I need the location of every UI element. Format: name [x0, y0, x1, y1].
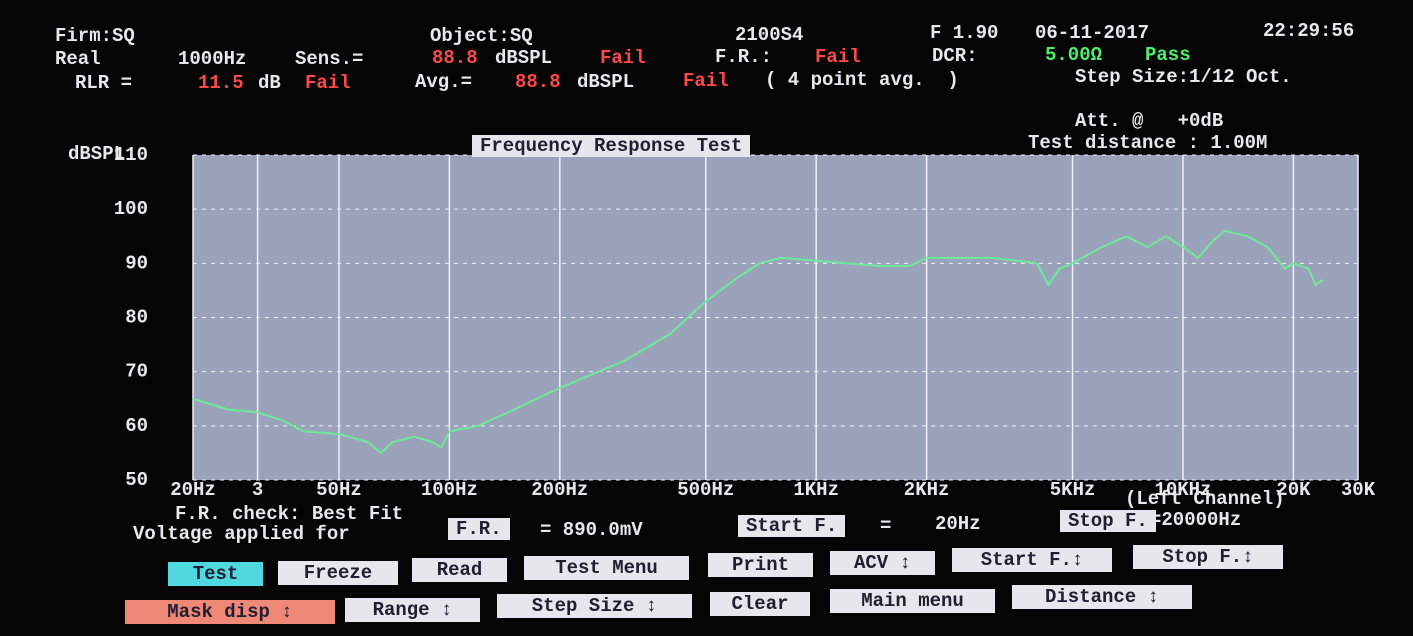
button[interactable]: Range ↕ [345, 598, 480, 622]
avg-label: Avg.= [415, 71, 472, 93]
y-tick-label: 70 [125, 361, 148, 383]
y-axis-label: dBSPL [68, 143, 125, 165]
button[interactable]: Step Size ↕ [497, 594, 692, 618]
y-tick-label: 50 [125, 469, 148, 491]
start-eq: = [880, 515, 891, 537]
button[interactable]: Stop F.↕ [1133, 545, 1283, 569]
sens-label: Sens.= [295, 48, 363, 70]
stop-value: =20000Hz [1150, 509, 1241, 531]
avg-result: Fail [683, 70, 729, 92]
x-tick-label: 5KHz [1050, 479, 1096, 501]
button[interactable]: Start F.↕ [952, 548, 1112, 572]
start-value: 20Hz [935, 513, 981, 535]
button[interactable]: Main menu [830, 589, 995, 613]
stop-button[interactable]: Stop F. [1060, 510, 1156, 532]
avg-value: 88.8 [515, 71, 561, 93]
button[interactable]: Print [708, 553, 813, 577]
fr-check: F.R. check: Best Fit [175, 503, 403, 525]
button[interactable]: Distance ↕ [1012, 585, 1192, 609]
voltage-label: Voltage applied for [133, 523, 350, 545]
date: 06-11-2017 [1035, 22, 1149, 44]
y-tick-label: 60 [125, 415, 148, 437]
fr-result: Fail [815, 46, 861, 68]
screen: 506070809010011020Hz350Hz100Hz200Hz500Hz… [0, 0, 1413, 636]
rlr-result: Fail [305, 72, 351, 94]
x-tick-label: 20Hz [170, 479, 216, 501]
x-tick-label: 500Hz [677, 479, 734, 501]
y-tick-label: 90 [125, 252, 148, 274]
object: Object:SQ [430, 25, 533, 47]
attenuation: Att. @ +0dB [1075, 110, 1223, 132]
button[interactable]: Test Menu [524, 556, 689, 580]
sens-unit: dBSPL [495, 47, 552, 69]
real: Real [55, 48, 101, 70]
y-tick-label: 80 [125, 307, 148, 329]
firm: Firm:SQ [55, 25, 135, 47]
button[interactable]: Freeze [278, 561, 398, 585]
sens-value: 88.8 [432, 47, 478, 69]
button[interactable]: Read [412, 558, 507, 582]
avg-unit: dBSPL [577, 71, 634, 93]
freq: 1000Hz [178, 48, 246, 70]
button[interactable]: ACV ↕ [830, 551, 935, 575]
x-tick-label: 2KHz [904, 479, 950, 501]
test-distance: Test distance : 1.00M [1028, 132, 1267, 154]
button[interactable]: Clear [710, 592, 810, 616]
fr-label: F.R.: [715, 46, 772, 68]
sens-result: Fail [600, 47, 646, 69]
x-tick-label: 1KHz [793, 479, 839, 501]
button[interactable]: Mask disp ↕ [125, 600, 335, 624]
x-tick-label: 30K [1341, 479, 1376, 501]
x-tick-label: 50Hz [316, 479, 362, 501]
rlr-value: 11.5 [198, 72, 244, 94]
chart-title: Frequency Response Test [472, 135, 750, 157]
fr-button[interactable]: F.R. [448, 518, 510, 540]
x-tick-label: 3 [252, 479, 263, 501]
model: 2100S4 [735, 24, 803, 46]
version: F 1.90 [930, 22, 998, 44]
x-tick-label: 200Hz [531, 479, 588, 501]
start-button[interactable]: Start F. [738, 515, 845, 537]
step-size: Step Size:1/12 Oct. [1075, 66, 1292, 88]
dcr-label: DCR: [932, 45, 978, 67]
x-tick-label: 100Hz [421, 479, 478, 501]
time: 22:29:56 [1263, 20, 1354, 42]
voltage-value: = 890.0mV [540, 519, 643, 541]
rlr-unit: dB [258, 72, 281, 94]
rlr-label: RLR = [75, 72, 132, 94]
dcr-result: Pass [1145, 44, 1191, 66]
avg-note: ( 4 point avg. ) [765, 69, 959, 91]
channel: (Left Channel) [1125, 488, 1285, 510]
y-tick-label: 100 [114, 198, 148, 220]
button[interactable]: Test [168, 562, 263, 586]
dcr-value: 5.00Ω [1045, 44, 1102, 66]
